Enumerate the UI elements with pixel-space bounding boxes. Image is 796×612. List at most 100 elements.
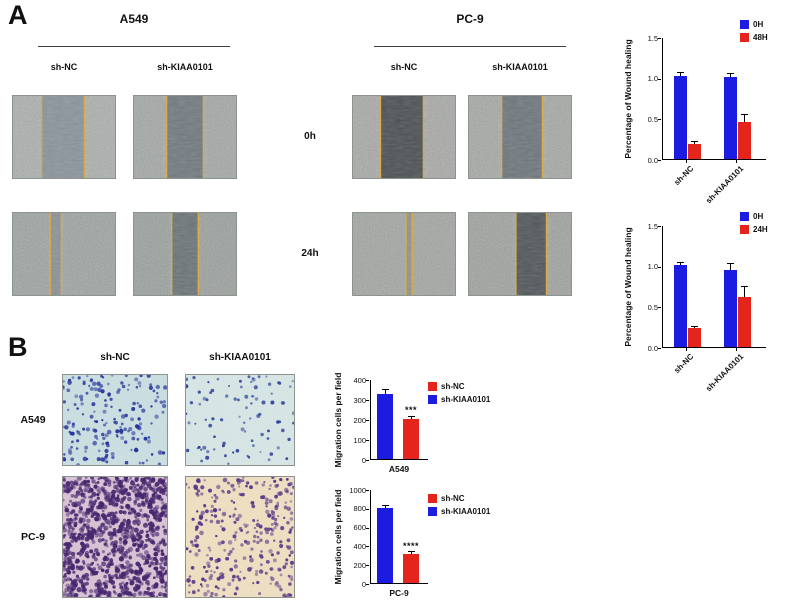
legend-swatch xyxy=(428,382,437,391)
y-tick-label: 200 xyxy=(353,415,366,425)
y-tick-mark xyxy=(658,307,661,309)
legend-swatch xyxy=(428,395,437,404)
data-bar xyxy=(687,144,701,159)
micrograph-a549-shnc-24h xyxy=(12,212,116,296)
time-label-0h: 0h xyxy=(304,131,316,142)
chart-legend: sh-NC sh-KIAA0101 xyxy=(428,382,490,408)
y-tick-label: 1.5 xyxy=(647,221,658,231)
y-tick-mark xyxy=(366,584,369,585)
x-tick-mark xyxy=(686,348,687,351)
y-tick-mark xyxy=(658,160,661,161)
y-tick-label: 1.5 xyxy=(647,33,658,43)
x-tick-mark xyxy=(736,160,737,163)
x-category-label: sh-NC xyxy=(672,352,696,376)
legend-label: 0H xyxy=(753,212,764,221)
legend-label: sh-NC xyxy=(441,494,465,503)
legend-item: 48H xyxy=(740,33,768,42)
significance-label: **** xyxy=(402,540,419,551)
x-tick-mark xyxy=(736,348,737,351)
y-tick-mark xyxy=(366,460,369,461)
y-tick-mark xyxy=(366,546,369,548)
micrograph-a549-shkiaa-0h xyxy=(133,95,237,179)
panel-b-label: B xyxy=(8,332,28,362)
y-tick-mark xyxy=(658,226,661,227)
y-axis-title: Percentage of Wound healing xyxy=(623,227,633,347)
data-bar xyxy=(377,507,393,583)
legend-swatch xyxy=(428,507,437,516)
data-bar xyxy=(403,419,419,459)
error-bar-cap xyxy=(726,72,734,74)
y-tick-mark xyxy=(658,348,661,349)
y-tick-mark xyxy=(366,565,369,567)
error-bar-line xyxy=(693,326,695,329)
y-tick-label: 400 xyxy=(353,375,366,385)
error-bar-cap xyxy=(690,325,698,327)
y-tick-mark xyxy=(366,527,369,529)
chart-legend: 0H 48H xyxy=(740,20,768,46)
micrograph-a549-shkiaa-24h xyxy=(133,212,237,296)
transwell-a549-shkiaa xyxy=(185,374,295,466)
col-label-a549-shnc: sh-NC xyxy=(50,62,78,72)
y-tick-mark xyxy=(366,380,369,381)
chart-legend: sh-NC sh-KIAA0101 xyxy=(428,494,490,520)
error-bar-line xyxy=(729,264,731,270)
y-tick-label: 600 xyxy=(353,523,366,533)
legend-item: sh-KIAA0101 xyxy=(428,395,490,404)
micrograph-pc9-shnc-24h xyxy=(352,212,456,296)
x-tick-mark xyxy=(686,160,687,163)
panel-a-label: A xyxy=(8,0,28,30)
micrograph-pc9-shnc-0h xyxy=(352,95,456,179)
y-tick-label: 100 xyxy=(353,435,366,445)
data-bar xyxy=(673,264,687,347)
legend-swatch xyxy=(428,494,437,503)
error-bar-line xyxy=(384,506,386,508)
y-tick-mark xyxy=(366,440,369,441)
y-tick-mark xyxy=(658,266,661,268)
error-bar-line xyxy=(679,263,681,265)
error-bar-line xyxy=(410,417,412,419)
error-bar-cap xyxy=(407,416,415,418)
y-tick-label: 300 xyxy=(353,395,366,405)
chart-legend: 0H 24H xyxy=(740,212,768,238)
data-bar xyxy=(377,394,393,459)
chart-migration-a549: *** 0 100 200 300 400 Migration cells per fiel… xyxy=(330,368,510,478)
y-tick-label: 0.0 xyxy=(647,155,658,165)
legend-item: 0H xyxy=(740,212,768,221)
group-title-a549: A549 xyxy=(119,12,149,26)
significance-label: *** xyxy=(404,405,417,416)
data-bar xyxy=(737,122,751,159)
plot-area xyxy=(662,226,766,348)
x-category-label: sh-NC xyxy=(672,164,696,188)
legend-label: 48H xyxy=(753,33,768,42)
x-axis-title: PC-9 xyxy=(389,588,409,598)
legend-label: 0H xyxy=(753,20,764,29)
b-col-label-shnc: sh-NC xyxy=(100,352,130,363)
y-tick-label: 0 xyxy=(361,455,366,465)
a549-title-underline xyxy=(38,46,230,47)
error-bar-line xyxy=(384,389,386,394)
y-tick-label: 400 xyxy=(353,541,366,551)
plot-area xyxy=(662,38,766,160)
legend-item: sh-NC xyxy=(428,494,490,503)
chart-migration-pc9: **** 0 200 400 600 800 1000 Migration cells per… xyxy=(330,476,510,612)
y-tick-label: 1.0 xyxy=(647,74,658,84)
legend-item: sh-KIAA0101 xyxy=(428,507,490,516)
col-label-pc9-shnc: sh-NC xyxy=(390,62,418,72)
y-axis-title: Percentage of Wound healing xyxy=(623,39,633,159)
legend-swatch xyxy=(740,212,749,221)
plot-area: *** xyxy=(370,380,428,460)
error-bar-cap xyxy=(381,388,389,390)
data-bar xyxy=(723,269,737,347)
x-axis-title: A549 xyxy=(388,464,410,474)
legend-swatch xyxy=(740,225,749,234)
time-label-24h: 24h xyxy=(301,248,319,259)
y-tick-mark xyxy=(658,38,661,39)
y-tick-label: 1.0 xyxy=(647,262,658,272)
error-bar-cap xyxy=(740,114,748,116)
group-title-pc9: PC-9 xyxy=(456,12,484,26)
data-bar xyxy=(737,296,751,347)
col-label-pc9-shkiaa: sh-KIAA0101 xyxy=(492,62,548,72)
x-category-label: sh-KIAA0101 xyxy=(704,352,746,394)
micrograph-pc9-shkiaa-0h xyxy=(468,95,572,179)
data-bar xyxy=(687,328,701,347)
